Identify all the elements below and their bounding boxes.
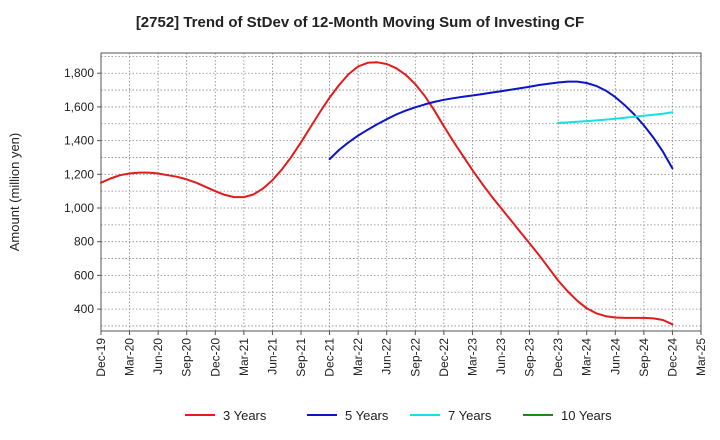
x-tick-label: Dec-22 [437, 338, 451, 377]
y-tick-label: 1,600 [64, 100, 94, 114]
series-line [557, 111, 674, 124]
legend: 3 Years 5 Years 7 Years 10 Years [185, 408, 612, 423]
y-tick-label: 800 [74, 235, 94, 249]
x-tick-label: Mar-22 [351, 338, 365, 376]
y-tick-label: 1,200 [64, 167, 94, 181]
x-tick-label: Mar-20 [123, 338, 137, 376]
y-axis-title: Amount (million yen) [7, 133, 22, 252]
x-tick-label: Dec-23 [551, 338, 565, 377]
x-tick-label: Jun-24 [608, 338, 622, 375]
x-tick-label: Mar-25 [694, 338, 708, 376]
x-tick-label: Dec-20 [208, 338, 222, 377]
x-tick-label: Dec-24 [665, 338, 679, 377]
x-tick-label: Dec-21 [323, 338, 337, 377]
x-tick-label: Sep-22 [408, 338, 422, 377]
plot-area [100, 52, 702, 332]
grid [100, 53, 702, 331]
legend-label: 7 Years [448, 408, 492, 423]
x-tick-label: Sep-20 [180, 338, 194, 377]
y-tick-label: 1,400 [64, 134, 94, 148]
y-axis: 400 600 800 1,000 1,200 1,400 1,600 1,800 [64, 66, 101, 316]
chart-title: [2752] Trend of StDev of 12-Month Moving… [135, 14, 585, 31]
x-tick-label: Sep-23 [523, 338, 537, 377]
x-tick-label: Jun-20 [151, 338, 165, 375]
x-tick-label: Mar-23 [465, 338, 479, 376]
x-tick-label: Mar-21 [237, 338, 251, 376]
legend-label: 5 Years [345, 408, 389, 423]
y-tick-label: 1,800 [64, 66, 94, 80]
x-tick-label: Jun-22 [380, 338, 394, 375]
x-tick-label: Sep-21 [294, 338, 308, 377]
y-tick-label: 1,000 [64, 201, 94, 215]
legend-label: 3 Years [223, 408, 267, 423]
x-axis: Dec-19 Mar-20 Jun-20 Sep-20 Dec-20 Mar-21 Jun-… [94, 331, 708, 377]
series-lines [100, 61, 674, 326]
series-line [100, 61, 674, 326]
x-tick-label: Sep-24 [637, 338, 651, 377]
legend-label: 10 Years [561, 408, 612, 423]
y-tick-label: 600 [74, 268, 94, 282]
y-tick-label: 400 [74, 302, 94, 316]
x-tick-label: Dec-19 [94, 338, 108, 377]
series-line [328, 80, 674, 170]
x-tick-label: Jun-21 [265, 338, 279, 375]
x-tick-label: Mar-24 [580, 338, 594, 376]
x-tick-label: Jun-23 [494, 338, 508, 375]
